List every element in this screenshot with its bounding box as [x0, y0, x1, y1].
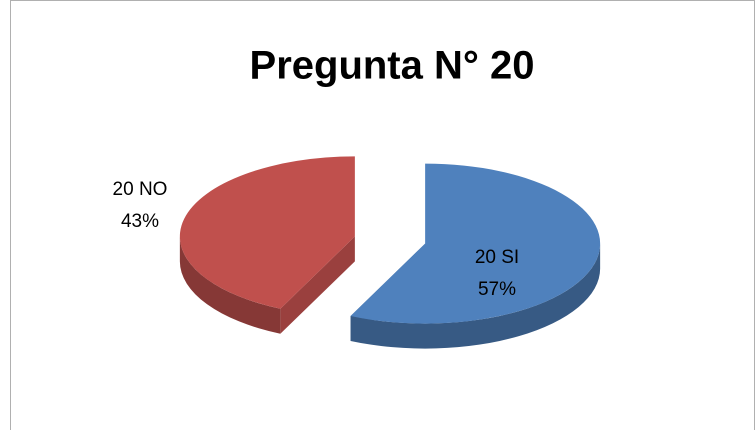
slice — [350, 163, 601, 324]
chart-title: Pregunta N° 20 — [250, 44, 535, 88]
slice-label: 20 SI — [475, 247, 519, 268]
slice — [179, 156, 355, 309]
slice-side — [179, 236, 281, 334]
slice-value-label: 57% — [478, 279, 516, 300]
slice-value-label: 43% — [121, 211, 159, 232]
chart-border — [10, 0, 755, 430]
slice-side — [350, 243, 601, 349]
slice-cut-face — [280, 236, 355, 334]
slice-label: 20 NO — [113, 179, 168, 200]
